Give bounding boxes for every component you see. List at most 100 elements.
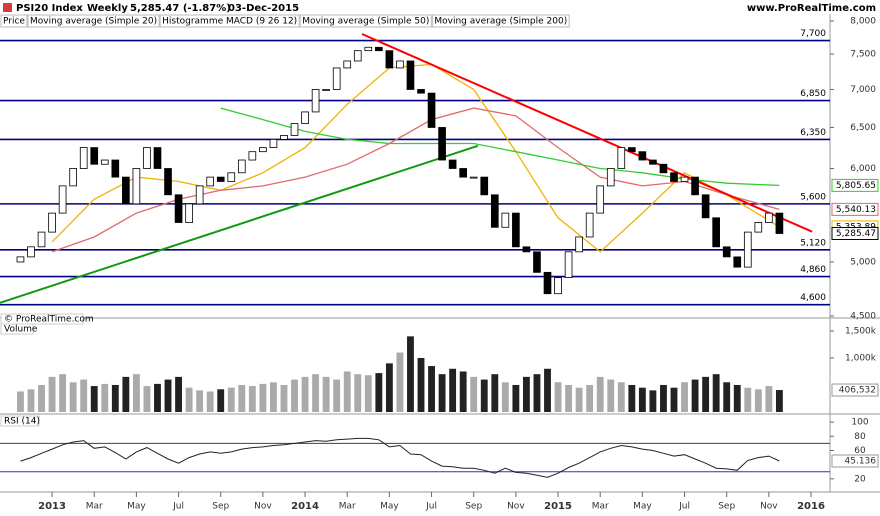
candle-body [638, 151, 647, 161]
candle-body [280, 135, 288, 140]
price-tag-label: 5,805.65 [836, 181, 876, 191]
level-label: 5,600 [800, 192, 826, 202]
volume-bar [765, 386, 773, 412]
volume-bar [385, 363, 393, 412]
candle-body [606, 168, 615, 187]
volume-bar [681, 382, 688, 412]
volume-bar [238, 384, 246, 412]
site: www.ProRealTime.com [747, 3, 876, 14]
candle-body [512, 212, 520, 248]
candle-body [227, 172, 236, 182]
candle-body [722, 246, 731, 258]
x-tick-label: Sep [718, 502, 735, 512]
legend-box [159, 14, 300, 28]
copyright: © ProRealTime.com [4, 315, 94, 325]
legend-box [431, 14, 570, 28]
x-tick-label: 2016 [797, 501, 825, 512]
volume-bar [217, 389, 225, 412]
volume-bar [333, 379, 341, 412]
y-tick-label: 5,000 [850, 257, 876, 267]
candle-body [628, 147, 636, 153]
y-tick-label: 4,500 [850, 312, 876, 322]
period: Weekly [87, 3, 128, 14]
candle-body [427, 92, 436, 128]
date: 03-Dec-2015 [228, 3, 299, 14]
moving-average [51, 107, 780, 253]
volume-bar [270, 382, 277, 412]
volume-bar [501, 382, 509, 412]
symbol: PSI20 Index [16, 3, 83, 14]
candle-body [353, 50, 362, 62]
candle-body [153, 147, 162, 169]
candle-body [480, 176, 489, 196]
rsi-line [20, 437, 780, 478]
candle-body [448, 159, 457, 169]
volume-bar [322, 376, 330, 412]
candle-body [438, 127, 446, 161]
value-tag-label: 45.136 [845, 457, 877, 467]
candle-body [122, 176, 130, 205]
volume-bar [449, 368, 457, 412]
volume-bar [470, 376, 478, 412]
level-label: 6,350 [800, 128, 826, 138]
candle-body [111, 159, 120, 178]
x-tick-label: Mar [592, 502, 609, 512]
volume-bar [343, 371, 351, 412]
volume-bar [164, 379, 172, 412]
x-tick-label: 2013 [38, 501, 66, 512]
level-label: 4,600 [800, 293, 826, 303]
volume-bar [638, 387, 646, 412]
candle-body [459, 168, 467, 178]
volume-bar [280, 384, 288, 412]
candle-body [185, 203, 193, 223]
price-tag-label: 5,540.13 [836, 205, 876, 215]
volume-bar [301, 376, 309, 412]
candle-body [195, 185, 204, 205]
volume-bar [617, 382, 625, 412]
volume-bar [586, 384, 594, 412]
volume-bar [291, 379, 298, 412]
candle-body [216, 176, 225, 182]
volume-bar [154, 383, 161, 412]
volume-bar [691, 379, 699, 412]
legend-label: Moving average (Simple 50) [302, 17, 429, 27]
candle-body [164, 168, 172, 196]
candle-body [765, 212, 773, 223]
candle-body [58, 185, 67, 214]
value-tag [831, 454, 879, 468]
candle-body [174, 194, 183, 223]
candle-body [490, 194, 499, 228]
candle-body [659, 163, 668, 174]
volume-bar [596, 376, 604, 412]
volume-bar [48, 376, 56, 412]
legend-label: Price [3, 17, 25, 27]
candle-body [311, 89, 320, 113]
candle-body [691, 176, 699, 196]
candle-body [27, 246, 35, 258]
volume-bar [428, 366, 435, 412]
candle-body [596, 185, 605, 214]
legend-box [299, 14, 432, 28]
y-tick-label: 80 [854, 432, 866, 442]
candle-body [385, 50, 394, 69]
candle-body [533, 251, 541, 273]
level-label: 5,120 [800, 238, 826, 248]
volume-bar [354, 374, 362, 412]
volume-bar [575, 387, 583, 412]
volume-bar [480, 379, 488, 412]
x-tick-label: Jul [172, 502, 184, 512]
candle-body [237, 159, 246, 174]
candle-body [343, 60, 352, 69]
copyright-box [0, 313, 84, 325]
price-tag-label: 5,285.47 [836, 229, 876, 239]
candle-body [733, 256, 742, 268]
candle-body [406, 60, 415, 90]
volume-bar [712, 374, 720, 412]
candle-body [132, 168, 141, 205]
candle-body [522, 246, 531, 253]
volume-bar [364, 375, 372, 412]
level-label: 6,850 [800, 89, 826, 99]
x-tick-label: Jul [425, 502, 437, 512]
legend-label: Histogramme MACD (9 26 12) [162, 17, 297, 27]
